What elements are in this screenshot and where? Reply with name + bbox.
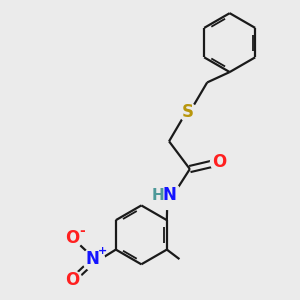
Text: +: + <box>98 247 107 256</box>
Text: O: O <box>65 271 79 289</box>
Text: S: S <box>182 103 194 121</box>
Text: N: N <box>162 186 176 204</box>
Text: H: H <box>151 188 164 202</box>
Text: -: - <box>79 224 85 238</box>
Text: O: O <box>65 229 79 247</box>
Text: O: O <box>212 153 226 171</box>
Text: N: N <box>86 250 100 268</box>
